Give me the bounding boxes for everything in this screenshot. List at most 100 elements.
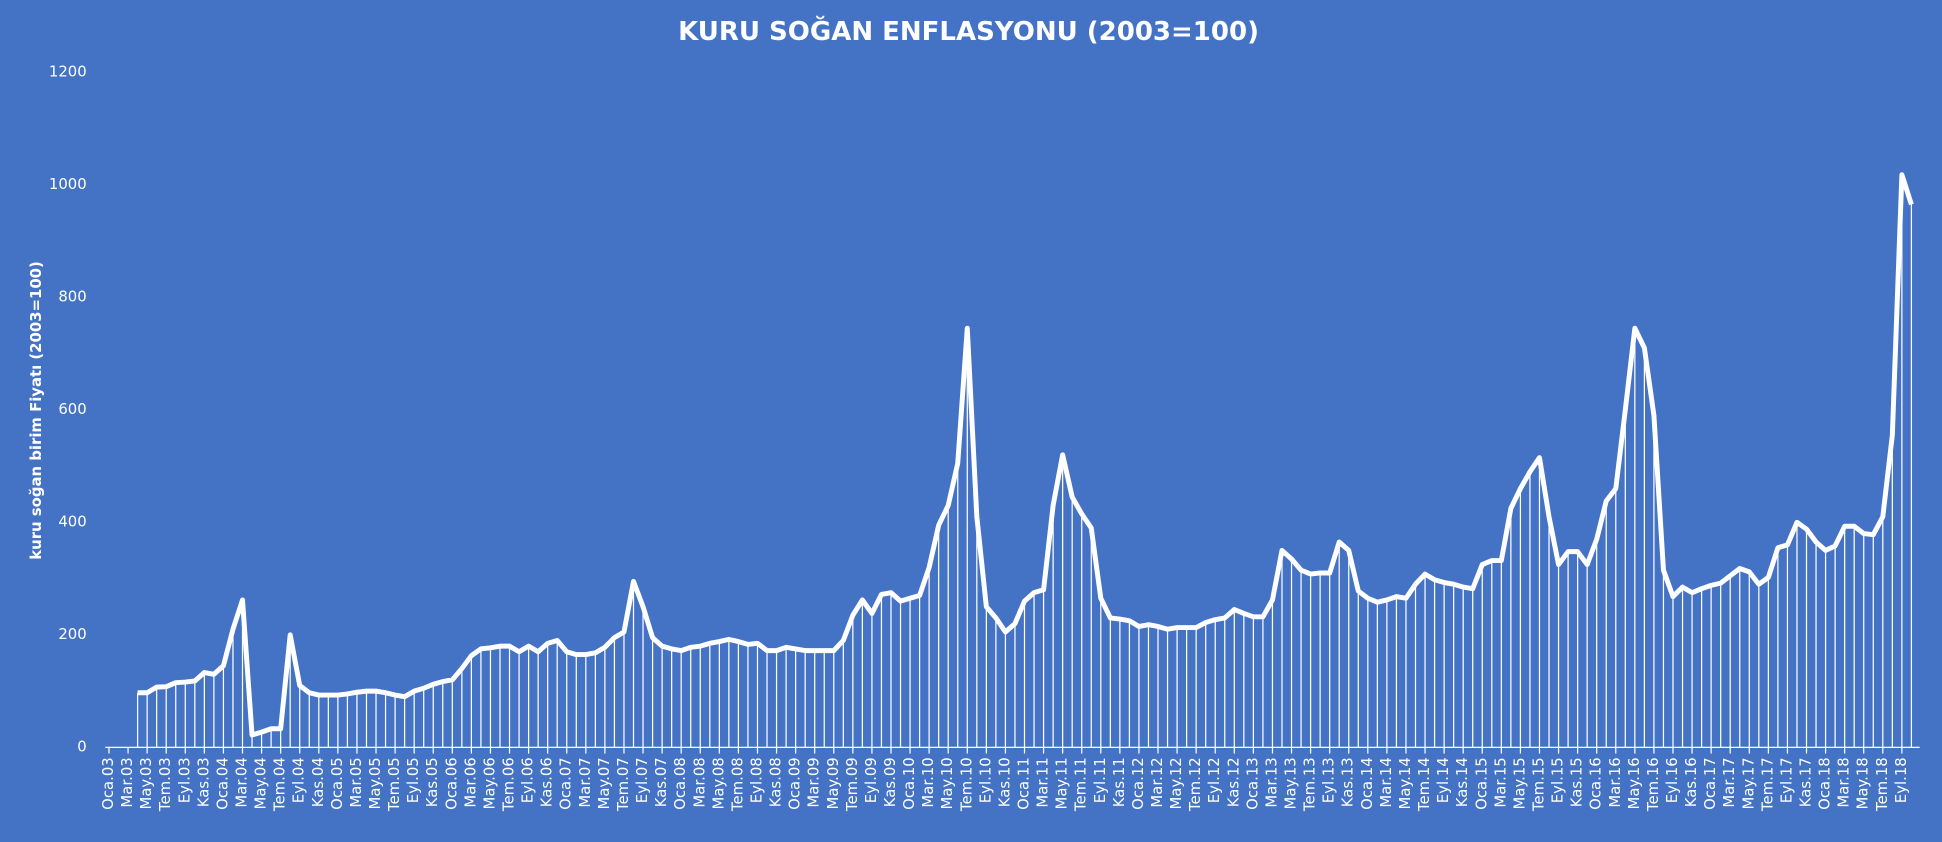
x-tick-label: Kas.07 [652, 757, 670, 807]
x-tick-label: May.06 [480, 757, 498, 809]
x-tick-label: Tem.07 [614, 757, 632, 812]
x-tick-label: Eyl.14 [1434, 757, 1452, 803]
x-tick-label: Kas.09 [881, 757, 899, 807]
x-tick-label: Tem.14 [1415, 757, 1433, 812]
x-tick-label: Tem.08 [728, 757, 746, 812]
x-tick-label: May.16 [1625, 757, 1643, 809]
x-tick-label: Eyl.12 [1205, 757, 1223, 803]
x-tick-label: Mar.04 [233, 757, 251, 807]
x-tick-label: Eyl.17 [1777, 757, 1795, 803]
x-tick-label: Oca.05 [328, 757, 346, 810]
x-tick-label: Mar.10 [919, 757, 937, 807]
x-tick-label: Oca.08 [671, 757, 689, 810]
x-tick-label: May.17 [1739, 757, 1757, 809]
x-tick-label: May.04 [252, 757, 270, 809]
x-tick-label: Oca.13 [1243, 757, 1261, 810]
x-tick-label: Mar.18 [1835, 757, 1853, 807]
x-tick-label: Mar.09 [805, 757, 823, 807]
x-tick-label: May.15 [1510, 757, 1528, 809]
x-tick-label: Tem.05 [385, 757, 403, 812]
chart-title: KURU SOĞAN ENFLASYONU (2003=100) [678, 15, 1259, 47]
x-tick-label: Oca.10 [900, 757, 918, 810]
x-tick-label: Oca.12 [1129, 757, 1147, 810]
x-tick-label: Mar.12 [1148, 757, 1166, 807]
x-tick-label: Kas.17 [1797, 757, 1815, 807]
x-tick-label: May.18 [1854, 757, 1872, 809]
x-tick-label: Tem.04 [271, 757, 289, 812]
x-tick-label: Mar.13 [1262, 757, 1280, 807]
y-tick-label: 1200 [49, 62, 87, 80]
x-tick-label: Eyl.15 [1549, 757, 1567, 803]
x-tick-label: Kas.08 [767, 757, 785, 807]
x-tick-label: Tem.13 [1301, 757, 1319, 812]
x-tick-label: Eyl.07 [633, 757, 651, 803]
x-tick-label: May.11 [1053, 757, 1071, 809]
x-tick-label: Eyl.05 [404, 757, 422, 803]
y-tick-label: 1000 [49, 175, 87, 193]
x-tick-label: Kas.10 [995, 757, 1013, 807]
x-tick-label: May.12 [1167, 757, 1185, 809]
x-tick-label: May.03 [137, 757, 155, 809]
x-tick-label: May.08 [709, 757, 727, 809]
x-tick-label: Mar.11 [1034, 757, 1052, 807]
x-tick-label: Oca.09 [786, 757, 804, 810]
x-tick-label: Eyl.09 [862, 757, 880, 803]
x-tick-label: Kas.16 [1682, 757, 1700, 807]
x-tick-label: Oca.11 [1015, 757, 1033, 810]
y-tick-label: 600 [58, 400, 86, 418]
x-tick-label: May.09 [824, 757, 842, 809]
x-tick-label: May.13 [1282, 757, 1300, 809]
x-tick-label: Eyl.18 [1892, 757, 1910, 803]
y-axis-label: kuru soğan birim Fiyatı (2003=100) [27, 261, 45, 560]
x-tick-label: Eyl.08 [747, 757, 765, 803]
x-tick-label: Eyl.06 [519, 757, 537, 803]
x-tick-label: Mar.05 [347, 757, 365, 807]
x-tick-label: Kas.11 [1110, 757, 1128, 807]
x-tick-label: Oca.15 [1472, 757, 1490, 810]
x-tick-label: Mar.03 [118, 757, 136, 807]
x-tick-label: May.10 [938, 757, 956, 809]
x-tick-label: Mar.15 [1491, 757, 1509, 807]
x-tick-label: Eyl.03 [175, 757, 193, 803]
x-tick-label: May.05 [366, 757, 384, 809]
x-tick-label: Kas.05 [423, 757, 441, 807]
x-tick-label: May.07 [595, 757, 613, 809]
x-tick-label: Eyl.11 [1091, 757, 1109, 803]
x-tick-label: Mar.14 [1377, 757, 1395, 807]
x-tick-label: Kas.12 [1224, 757, 1242, 807]
x-tick-label: Kas.06 [538, 757, 556, 807]
x-tick-label: Mar.06 [461, 757, 479, 807]
x-tick-label: Kas.13 [1339, 757, 1357, 807]
x-tick-label: Oca.14 [1358, 757, 1376, 810]
x-tick-label: Tem.12 [1186, 757, 1204, 812]
x-tick-label: Eyl.16 [1663, 757, 1681, 803]
x-tick-label: Oca.06 [442, 757, 460, 810]
x-tick-label: Oca.17 [1701, 757, 1719, 810]
x-tick-label: Kas.03 [194, 757, 212, 807]
x-tick-label: Tem.18 [1873, 757, 1891, 812]
x-tick-label: Tem.06 [500, 757, 518, 812]
x-tick-label: Tem.09 [843, 757, 861, 812]
x-tick-label: Tem.10 [957, 757, 975, 812]
x-tick-label: Oca.03 [99, 757, 117, 810]
x-tick-label: Eyl.10 [976, 757, 994, 803]
x-tick-label: Mar.17 [1720, 757, 1738, 807]
x-tick-label: Mar.07 [576, 757, 594, 807]
y-tick-label: 800 [58, 287, 86, 305]
data-line [137, 172, 1914, 738]
x-tick-label: Kas.15 [1568, 757, 1586, 807]
x-tick-label: Mar.08 [690, 757, 708, 807]
x-tick-label: May.14 [1396, 757, 1414, 809]
x-tick-label: Tem.16 [1644, 757, 1662, 812]
x-tick-label: Oca.16 [1587, 757, 1605, 810]
y-tick-label: 200 [58, 625, 86, 643]
x-tick-label: Tem.17 [1758, 757, 1776, 812]
y-tick-label: 400 [58, 512, 86, 530]
x-tick-label: Oca.04 [213, 757, 231, 810]
x-tick-label: Tem.11 [1072, 757, 1090, 812]
x-tick-label: Eyl.04 [290, 757, 308, 803]
x-tick-label: Oca.07 [557, 757, 575, 810]
x-tick-label: Kas.14 [1453, 757, 1471, 807]
x-tick-label: Tem.03 [156, 757, 174, 812]
